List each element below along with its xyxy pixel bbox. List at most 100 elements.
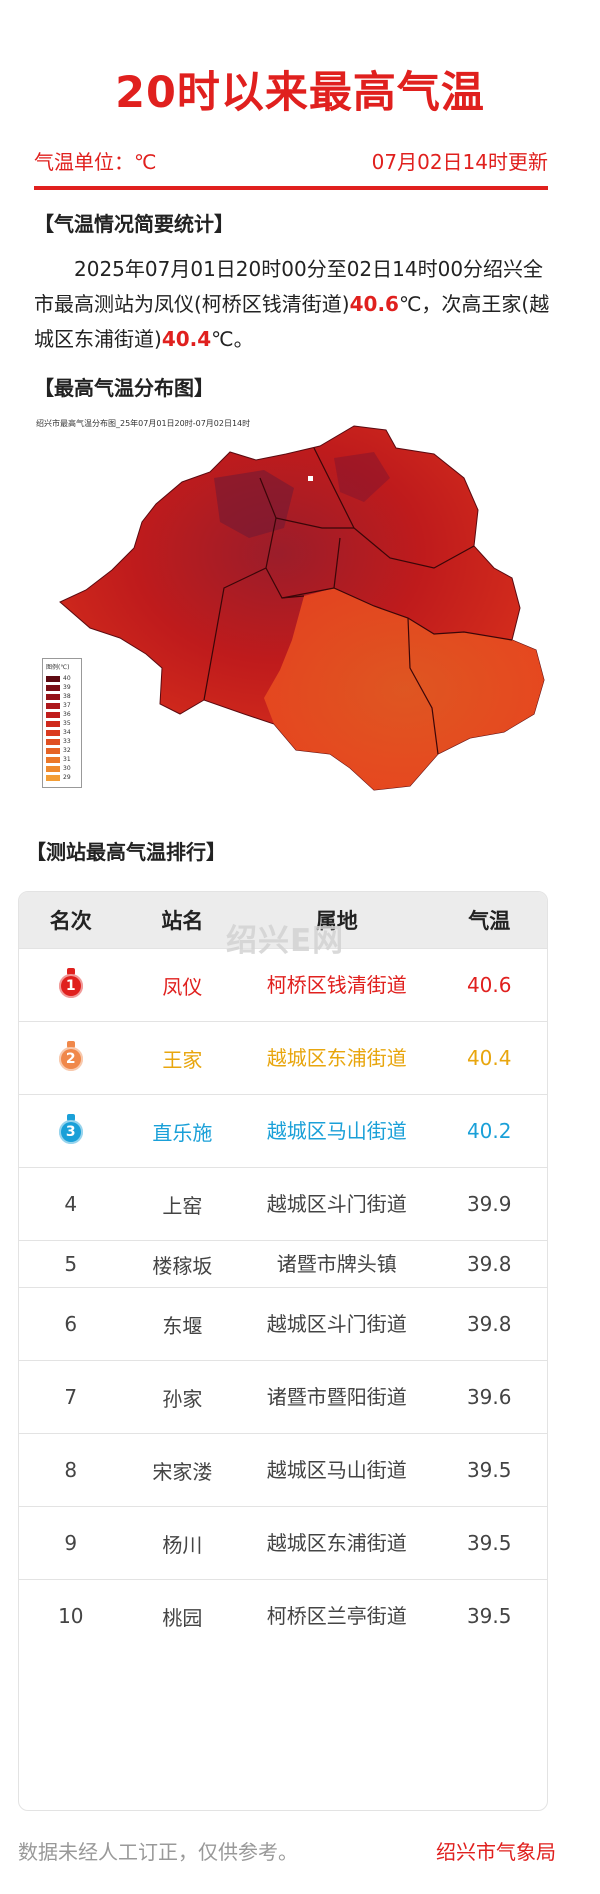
- legend-swatch: [46, 747, 60, 754]
- map-caption: 绍兴市最高气温分布图_25年07月01日20时-07月02日14时: [36, 419, 251, 428]
- area-cell: 诸暨市暨阳街道: [266, 1384, 407, 1409]
- area-cell: 柯桥区钱清街道: [266, 972, 407, 997]
- area-cell: 越城区马山街道: [266, 1118, 407, 1143]
- medal-icon: 1: [58, 967, 84, 998]
- legend-item: 29: [46, 773, 78, 782]
- station-cell: 楼稼坂: [152, 1253, 213, 1278]
- info-row: 气温单位：℃ 07月02日14时更新: [34, 146, 548, 176]
- legend-swatch: [46, 729, 60, 736]
- area-cell: 柯桥区兰亭街道: [266, 1603, 407, 1628]
- legend-item: 34: [46, 728, 78, 737]
- table-row: 9 杨川 越城区东浦街道 39.5: [19, 1506, 547, 1579]
- legend-swatch: [46, 756, 60, 763]
- temperature-map: 绍兴市最高气温分布图_25年07月01日20时-07月02日14时: [34, 418, 554, 798]
- legend-list: 40 39 38 37 36 35 34 33 32 31 30 29: [46, 674, 78, 782]
- rank-cell: 9: [64, 1531, 78, 1555]
- map-region-south: [264, 588, 544, 790]
- legend-swatch: [46, 711, 60, 718]
- unit-label: 气温单位：℃: [34, 150, 157, 174]
- medal-number: 3: [58, 1119, 83, 1144]
- legend-swatch: [46, 684, 60, 691]
- rank-cell: 3: [19, 1113, 123, 1149]
- medal-icon: 2: [58, 1040, 84, 1071]
- area-cell: 越城区东浦街道: [266, 1530, 407, 1555]
- legend-label: 33: [63, 738, 71, 745]
- station-cell: 直乐施: [152, 1120, 213, 1145]
- page-title: 20时以来最高气温: [115, 68, 485, 118]
- legend-label: 34: [63, 729, 71, 736]
- rank-cell: 1: [19, 967, 123, 1003]
- legend-item: 32: [46, 746, 78, 755]
- rank-cell: 5: [64, 1252, 78, 1276]
- legend-swatch: [46, 720, 60, 727]
- medal-icon: 3: [58, 1113, 84, 1144]
- header-area: 属地: [315, 909, 358, 933]
- legend-item: 38: [46, 692, 78, 701]
- summary-text-c: ℃。: [211, 327, 254, 351]
- legend-swatch: [46, 774, 60, 781]
- legend-swatch: [46, 702, 60, 709]
- table-row: 6 东堰 越城区斗门街道 39.8: [19, 1287, 547, 1360]
- temp-cell: 39.6: [466, 1385, 512, 1409]
- legend-label: 30: [63, 765, 71, 772]
- legend-item: 33: [46, 737, 78, 746]
- summary-text: 2025年07月01日20时00分至02日14时00分绍兴全市最高测站为凤仪(柯…: [34, 252, 554, 357]
- ranking-heading: 【测站最高气温排行】: [26, 840, 226, 864]
- footer-disclaimer: 数据未经人工订正，仅供参考。: [18, 1840, 298, 1864]
- map-heading: 【最高气温分布图】: [34, 376, 214, 400]
- legend-item: 31: [46, 755, 78, 764]
- map-legend: 图例(℃) 40 39 38 37 36 35 34 33 32 31 30 29: [42, 658, 82, 788]
- summary-text-b: ℃，次高王家(越城区东浦街道): [34, 292, 550, 351]
- temp-cell: 40.4: [466, 1046, 512, 1070]
- map-region-dark-patch: [214, 470, 294, 538]
- medal-ribbon: [66, 1040, 75, 1048]
- footer-source: 绍兴市气象局: [436, 1840, 556, 1864]
- summary-heading: 【气温情况简要统计】: [34, 212, 234, 236]
- station-cell: 宋家溇: [152, 1459, 213, 1484]
- table-row: 2 王家 越城区东浦街道 40.4: [19, 1021, 547, 1094]
- legend-swatch: [46, 765, 60, 772]
- highest-value: 40.6: [349, 292, 399, 316]
- rank-cell: 4: [64, 1192, 78, 1216]
- temp-cell: 40.6: [466, 973, 512, 997]
- station-cell: 凤仪: [162, 974, 203, 999]
- temp-cell: 40.2: [466, 1119, 512, 1143]
- temp-cell: 39.9: [466, 1192, 512, 1216]
- temp-cell: 39.5: [466, 1604, 512, 1628]
- medal-ribbon: [66, 1113, 75, 1121]
- area-cell: 越城区东浦街道: [266, 1045, 407, 1070]
- map-station-marker: [308, 476, 313, 481]
- map-boundaries: [203, 447, 513, 755]
- station-cell: 东堰: [162, 1313, 203, 1338]
- table-row: 5 楼稼坂 诸暨市牌头镇 39.8: [19, 1240, 547, 1287]
- area-cell: 越城区马山街道: [266, 1457, 407, 1482]
- medal-ribbon: [66, 967, 75, 975]
- update-time: 07月02日14时更新: [371, 150, 548, 174]
- area-cell: 诸暨市牌头镇: [276, 1251, 397, 1276]
- legend-item: 40: [46, 674, 78, 683]
- legend-item: 30: [46, 764, 78, 773]
- station-cell: 桃园: [162, 1605, 203, 1630]
- temperature-map-image: [59, 425, 545, 791]
- legend-swatch: [46, 738, 60, 745]
- legend-label: 40: [63, 675, 71, 682]
- legend-label: 36: [63, 711, 71, 718]
- rank-cell: 10: [58, 1604, 84, 1628]
- title-divider: [34, 186, 548, 190]
- legend-item: 37: [46, 701, 78, 710]
- table-row: 10 桃园 柯桥区兰亭街道 39.5: [19, 1579, 547, 1652]
- header-station: 站名: [161, 909, 204, 933]
- station-cell: 上窑: [162, 1193, 203, 1218]
- area-cell: 越城区斗门街道: [266, 1311, 407, 1336]
- legend-label: 29: [63, 774, 71, 781]
- area-cell: 越城区斗门街道: [266, 1191, 407, 1216]
- legend-item: 36: [46, 710, 78, 719]
- second-value: 40.4: [161, 327, 212, 351]
- legend-item: 35: [46, 719, 78, 728]
- header-rank: 名次: [49, 909, 92, 933]
- legend-item: 39: [46, 683, 78, 692]
- legend-swatch: [46, 693, 60, 700]
- watermark: 绍兴E网: [226, 923, 345, 959]
- table-row: 1 凤仪 柯桥区钱清街道 40.6: [19, 948, 547, 1021]
- table-row: 7 孙家 诸暨市暨阳街道 39.6: [19, 1360, 547, 1433]
